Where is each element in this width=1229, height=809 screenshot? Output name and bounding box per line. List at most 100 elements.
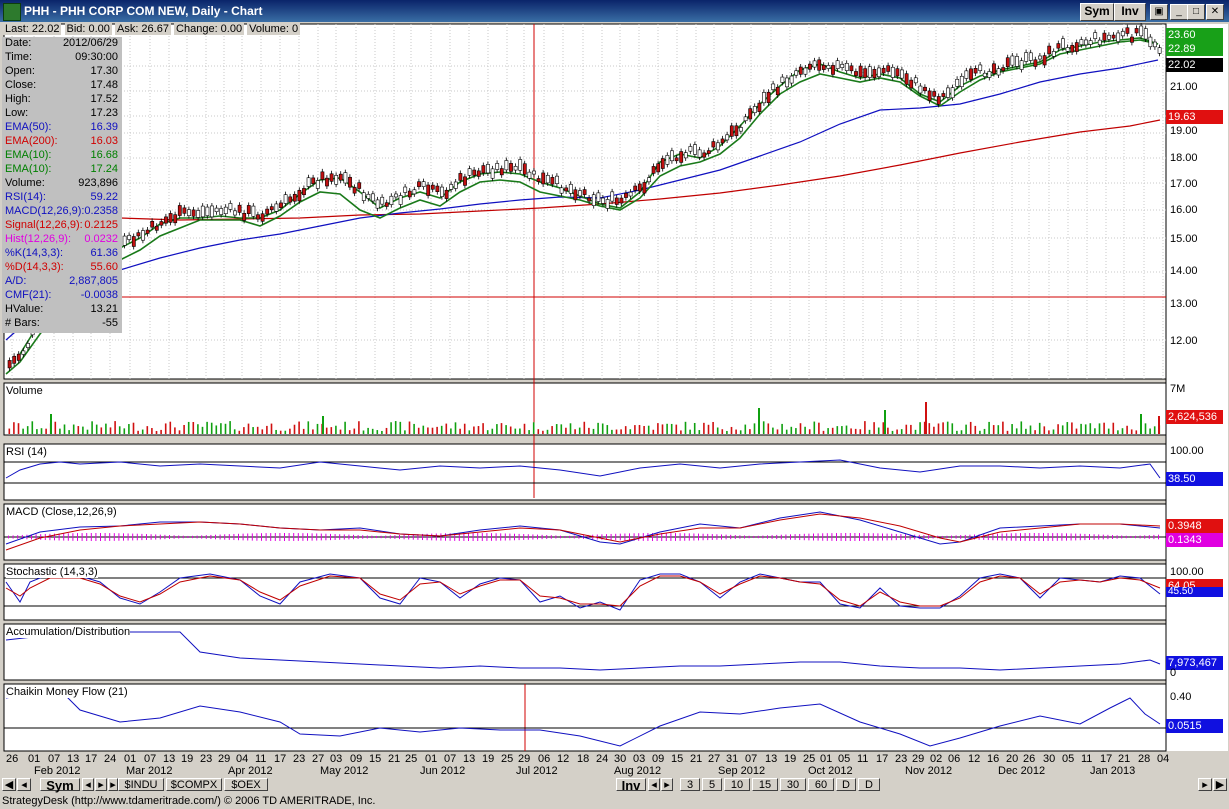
data-row: MACD(12,26,9): 0.2358 — [5, 205, 118, 219]
rsi-panel-title: RSI (14) — [6, 446, 47, 458]
x-tick-label: 13 — [163, 753, 176, 765]
data-row-value: 61.36 — [90, 247, 118, 259]
ad-value-box: 7,973,467 — [1166, 656, 1223, 670]
x-tick-label: 27 — [312, 753, 325, 765]
data-row-label: MACD(12,26,9): — [5, 205, 85, 217]
x-tick-label: 05 — [1062, 753, 1075, 765]
minimize-icon[interactable]: _ — [1170, 4, 1188, 20]
x-tick-label: 15 — [671, 753, 684, 765]
x-tick-label: 21 — [690, 753, 703, 765]
interval-3[interactable]: 3 — [680, 778, 700, 791]
x-tick-label: 17 — [876, 753, 889, 765]
chart-nav-bar: ◀ ◂ Sym ◂ ▸ ▸ $INDU $COMPX $OEX Inv ◂ ▸ … — [0, 777, 1229, 793]
x-tick-label: 24 — [104, 753, 117, 765]
ema-blue-price-box: 22.89 — [1166, 42, 1223, 56]
scroll-left-icon[interactable]: ◂ — [17, 778, 31, 791]
nav-inv-button[interactable]: Inv — [616, 778, 646, 792]
x-tick-label: 18 — [577, 753, 590, 765]
interval-30[interactable]: 30 — [780, 778, 806, 791]
x-tick-label: 21 — [1118, 753, 1131, 765]
x-month-label: Nov 2012 — [905, 765, 953, 777]
interval-15[interactable]: 15 — [752, 778, 778, 791]
x-tick-label: 12 — [968, 753, 981, 765]
stoch-d-line — [5, 575, 1161, 607]
symbol-tab-compx[interactable]: $COMPX — [166, 778, 222, 791]
x-tick-label: 11 — [857, 753, 869, 765]
ad-panel-title: Accumulation/Distribution — [6, 626, 131, 638]
x-month-label: Jun 2012 — [420, 765, 466, 777]
data-row-value: 17.23 — [90, 107, 118, 119]
inv-button[interactable]: Inv — [1114, 3, 1146, 21]
data-row-value: 17.30 — [90, 65, 118, 77]
data-row: EMA(200): 16.03 — [5, 135, 118, 149]
x-tick-label: 29 — [218, 753, 231, 765]
x-tick-label: 04 — [236, 753, 249, 765]
x-tick-label: 19 — [482, 753, 495, 765]
price-tick-13: 13.00 — [1170, 298, 1198, 310]
macd-signal-value-box: 0.3948 — [1166, 519, 1223, 533]
data-row-value: 17.52 — [90, 93, 118, 105]
inv-next-icon[interactable]: ▸ — [661, 778, 673, 791]
x-tick-label: 11 — [1081, 753, 1093, 765]
restore-chart-icon[interactable]: ▣ — [1150, 4, 1168, 20]
symbol-tab-indu[interactable]: $INDU — [118, 778, 164, 791]
symbol-tab-oex[interactable]: $OEX — [224, 778, 268, 791]
x-tick-label: 21 — [388, 753, 401, 765]
interval-daily[interactable]: D — [836, 778, 856, 791]
data-row-label: CMF(21): — [5, 289, 52, 301]
data-row: %D(14,3,3): 55.60 — [5, 261, 118, 275]
data-row: A/D: 2,887,805 — [5, 275, 118, 289]
data-row-value: 13.21 — [90, 303, 118, 315]
x-tick-label: 01 — [124, 753, 137, 765]
interval-10[interactable]: 10 — [724, 778, 750, 791]
data-row-label: HValue: — [5, 303, 44, 315]
x-tick-label: 25 — [501, 753, 514, 765]
x-tick-label: 03 — [633, 753, 646, 765]
interval-daily-alt[interactable]: D — [858, 778, 880, 791]
x-month-label: May 2012 — [320, 765, 369, 777]
nav-more-icon[interactable]: ▸ — [108, 778, 118, 791]
cmf-axis-top: 0.40 — [1170, 691, 1192, 703]
x-tick-label: 23 — [293, 753, 306, 765]
volume-axis-top: 7M — [1170, 383, 1186, 395]
quote-volume: Volume: 0 — [247, 23, 301, 35]
x-tick-label: 29 — [912, 753, 925, 765]
ema-200-price-box: 19.63 — [1166, 110, 1223, 124]
rsi-line — [5, 459, 1161, 479]
quote-bar: Last: 22.02 Bid: 0.00 Ask: 26.67 Change:… — [3, 23, 301, 37]
window-title: PHH - PHH CORP COM NEW, Daily - Chart — [24, 4, 263, 18]
x-tick-label: 19 — [784, 753, 797, 765]
nav-sym-button[interactable]: Sym — [40, 778, 80, 792]
data-row: HValue: 13.21 — [5, 303, 118, 317]
nav-prev-icon[interactable]: ◂ — [82, 778, 94, 791]
data-row: # Bars: -55 — [5, 317, 118, 331]
quote-change: Change: 0.00 — [174, 23, 245, 35]
data-row-value: 16.39 — [90, 121, 118, 133]
x-tick-label: 11 — [255, 753, 267, 765]
nav-next-icon[interactable]: ▸ — [95, 778, 107, 791]
sym-button[interactable]: Sym — [1080, 3, 1114, 21]
data-row: EMA(50): 16.39 — [5, 121, 118, 135]
data-row-value: 0.2358 — [84, 205, 118, 217]
maximize-icon[interactable]: □ — [1187, 4, 1205, 20]
inv-prev-icon[interactable]: ◂ — [648, 778, 660, 791]
interval-60[interactable]: 60 — [808, 778, 834, 791]
data-row-value: 16.03 — [90, 135, 118, 147]
scroll-right-far-icon[interactable]: ▶ — [1213, 778, 1227, 791]
x-tick-label: 09 — [652, 753, 665, 765]
price-tick-14: 14.00 — [1170, 265, 1198, 277]
x-tick-label: 09 — [350, 753, 363, 765]
scroll-right-icon[interactable]: ▸ — [1198, 778, 1212, 791]
chart-canvas[interactable] — [0, 22, 1229, 777]
interval-5[interactable]: 5 — [702, 778, 722, 791]
x-tick-label: 17 — [1100, 753, 1113, 765]
chart-app-icon — [3, 3, 21, 21]
data-row-value: -0.0038 — [80, 289, 118, 301]
close-icon[interactable]: ✕ — [1206, 4, 1224, 20]
data-row-label: EMA(10): — [5, 149, 52, 161]
scroll-left-far-icon[interactable]: ◀ — [2, 778, 16, 791]
x-tick-label: 23 — [200, 753, 213, 765]
data-row-label: A/D: — [5, 275, 27, 287]
x-month-label: Feb 2012 — [34, 765, 81, 777]
stoch-k-value-box: 45.50 — [1166, 587, 1223, 597]
